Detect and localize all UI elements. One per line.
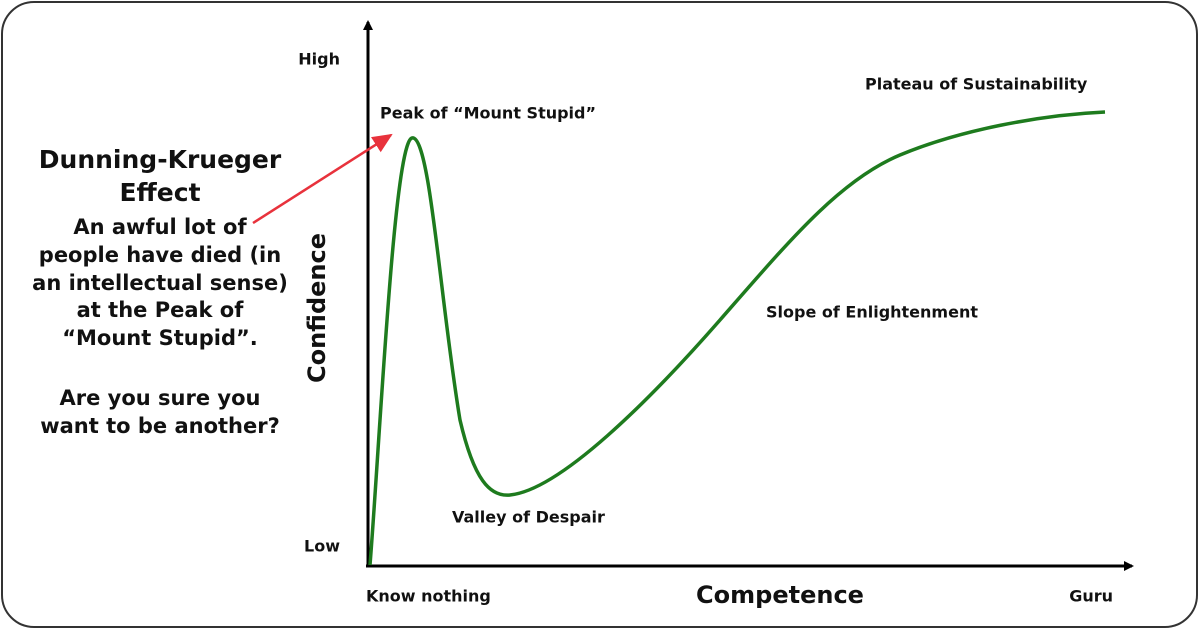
sidebar-question: want to be another? xyxy=(40,414,280,438)
sidebar-title: Effect xyxy=(119,178,200,207)
x-end-label: Guru xyxy=(1069,587,1113,606)
sidebar-title: Dunning-Krueger xyxy=(39,145,282,174)
sidebar-text: people have died (in xyxy=(39,243,281,267)
sidebar-text: an intellectual sense) xyxy=(32,271,288,295)
y-high-label: High xyxy=(298,50,340,69)
sidebar-text: An awful lot of xyxy=(73,215,247,239)
x-start-label: Know nothing xyxy=(366,587,491,606)
annotation: Plateau of Sustainability xyxy=(865,75,1088,94)
annotation: Slope of Enlightenment xyxy=(766,303,978,322)
sidebar-text: at the Peak of xyxy=(77,298,245,322)
y-axis-title: Confidence xyxy=(303,233,331,383)
y-low-label: Low xyxy=(304,537,340,556)
x-axis-title: Competence xyxy=(696,581,864,609)
annotation: Valley of Despair xyxy=(452,508,605,527)
curve xyxy=(368,110,1106,566)
sidebar-text: “Mount Stupid”. xyxy=(62,326,258,350)
annotation: Peak of “Mount Stupid” xyxy=(380,104,596,123)
sidebar-question: Are you sure you xyxy=(60,386,261,410)
pointer-arrow xyxy=(252,133,393,225)
